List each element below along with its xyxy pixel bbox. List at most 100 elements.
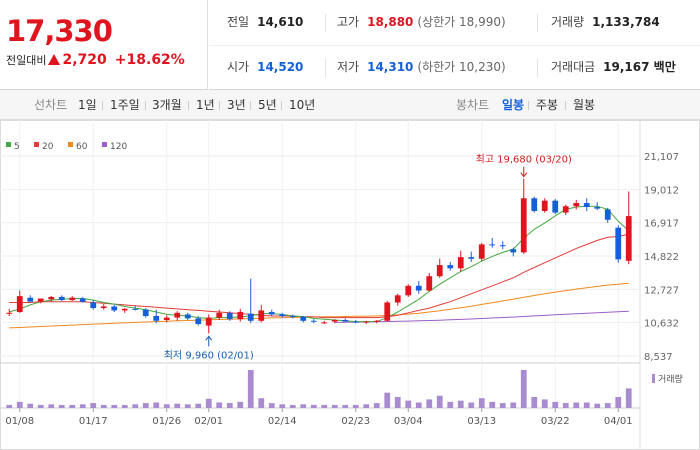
candle-body (352, 321, 359, 323)
stat-value: 14,520 (257, 60, 304, 74)
volume-bar (90, 403, 97, 408)
candle-body (499, 245, 506, 247)
divider (325, 14, 326, 32)
volume-bar (205, 398, 212, 408)
volume-bar (352, 404, 359, 408)
legend-swatch (102, 142, 107, 147)
volume-bar (552, 401, 559, 408)
stat-volume: 거래량 1,133,784 (551, 0, 660, 45)
volume-bar (268, 403, 275, 408)
stat-high: 고가 18,880 (상한가 18,990) (337, 0, 506, 45)
volume-bar (604, 403, 611, 408)
candle-body (436, 265, 443, 277)
y-tick-label: 8,537 (644, 352, 673, 363)
period-monthly-button[interactable]: 월봉 (573, 98, 596, 112)
candle-body (111, 306, 118, 311)
volume-bar (573, 402, 580, 408)
volume-bar (468, 402, 475, 408)
stat-label: 거래대금 (551, 60, 596, 74)
stat-value: 14,310 (367, 60, 414, 74)
stat-prev-close: 전일 14,610 (227, 0, 303, 45)
candle-body (163, 317, 170, 320)
volume-legend-label: 거래량 (658, 373, 683, 385)
volume-bar (562, 403, 569, 408)
candle-body (583, 203, 590, 208)
x-tick-label: 02/14 (268, 416, 297, 427)
divider (528, 101, 529, 110)
volume-bar (79, 404, 86, 408)
volume-bar (594, 403, 601, 408)
volume-bar (426, 399, 433, 408)
volume-bar (142, 403, 149, 408)
volume-bar (489, 401, 496, 408)
candle-body (205, 317, 212, 326)
candle-body (531, 198, 538, 212)
stat-label: 저가 (337, 60, 360, 74)
range-10y-button[interactable]: 10년 (289, 98, 316, 112)
volume-bar (510, 402, 517, 408)
stat-value: 18,880 (367, 15, 414, 29)
range-1d-button[interactable]: 1일 (78, 98, 97, 112)
candle-body (415, 285, 422, 291)
divider (250, 101, 251, 110)
volume-bar (457, 400, 464, 408)
volume-legend-swatch (652, 374, 655, 383)
period-weekly-button[interactable]: 주봉 (536, 98, 559, 112)
candle-body (226, 312, 233, 320)
candle-body (58, 296, 65, 301)
candle-body (342, 319, 349, 322)
candle-body (79, 298, 86, 302)
volume-bar (436, 395, 443, 408)
stat-label: 고가 (337, 15, 360, 29)
volume-bar (321, 404, 328, 408)
range-3y-button[interactable]: 3년 (227, 98, 246, 112)
stat-trade-value: 거래대금 19,167 백만 (551, 45, 676, 90)
candle-body (132, 308, 139, 310)
candle-body (279, 314, 286, 317)
volume-bar (184, 404, 191, 408)
y-tick-label: 21,107 (644, 152, 679, 163)
range-1y-button[interactable]: 1년 (196, 98, 215, 112)
candle-body (16, 296, 23, 313)
candle-body (100, 306, 107, 309)
volume-bar (541, 399, 548, 408)
change-row: 전일대비 2,720 +18.62% (6, 52, 185, 68)
volume-bar (247, 370, 254, 408)
ma-120-line (334, 310, 629, 323)
volume-bar (310, 404, 317, 408)
candle-body (394, 295, 401, 303)
y-tick-label: 19,012 (644, 185, 679, 196)
lower-limit: (하한가 10,230) (417, 60, 506, 74)
range-5y-button[interactable]: 5년 (258, 98, 277, 112)
volume-bar (121, 404, 128, 408)
volume-bar (48, 404, 55, 408)
volume-bar (37, 404, 44, 408)
candle-body (300, 316, 307, 321)
candle-body (478, 244, 485, 259)
stat-low: 저가 14,310 (하한가 10,230) (337, 45, 506, 90)
candle-body (121, 308, 128, 311)
volume-bar (384, 392, 391, 408)
upper-limit: (상한가 18,990) (417, 15, 506, 29)
change-percent: +18.62% (114, 52, 185, 68)
volume-bar (69, 404, 76, 408)
stats-panel: 전일 14,610 고가 18,880 (상한가 18,990) 거래량 1,133,7… (209, 0, 700, 90)
range-3m-button[interactable]: 3개월 (152, 98, 182, 112)
range-1w-button[interactable]: 1주일 (110, 98, 140, 112)
x-tick-label: 01/08 (5, 416, 34, 427)
divider (281, 101, 282, 110)
x-tick-label: 01/17 (79, 416, 108, 427)
candle-body (6, 312, 13, 314)
y-tick-label: 12,727 (644, 285, 679, 296)
volume-bar (132, 404, 139, 408)
volume-bar (499, 403, 506, 408)
current-price: 17,330 (6, 14, 113, 48)
candle-body (615, 227, 622, 260)
candle-body (562, 206, 569, 213)
volume-bar (531, 396, 538, 408)
candle-body (216, 312, 223, 318)
candle-body (373, 320, 380, 322)
candle-body (48, 296, 55, 300)
period-daily-button[interactable]: 일봉 (502, 98, 525, 112)
volume-bar (27, 403, 34, 408)
